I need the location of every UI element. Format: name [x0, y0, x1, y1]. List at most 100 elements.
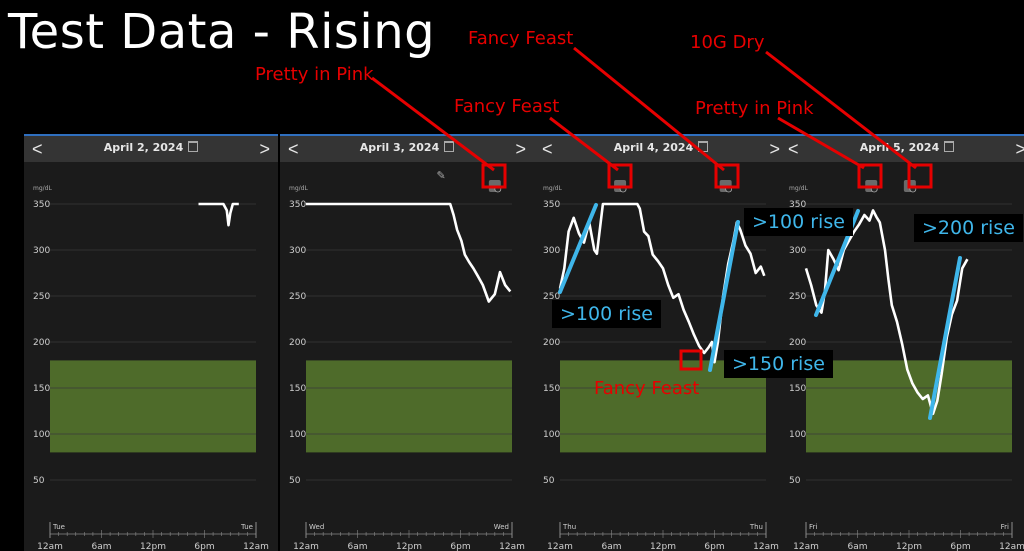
day-panel-apr2: < April 2, 2024 > mg/dL 350 300 250 200 150 10… [24, 134, 278, 551]
chevron-right-icon[interactable]: > [259, 139, 270, 159]
y-unit-label: mg/dL [543, 185, 562, 192]
glucose-chart: mg/dL 350 300 250 200 150 100 50 Wed Wed 12am 6am 12… [289, 169, 525, 551]
day-end-label: Wed [494, 523, 509, 531]
x-tick-label: 12am [243, 542, 269, 551]
x-tick-label: 6pm [950, 542, 970, 551]
meal-event-icon[interactable] [614, 180, 627, 193]
target-range-band [306, 360, 512, 453]
chevron-left-icon[interactable]: < [32, 139, 43, 159]
x-tick-label: 6am [601, 542, 621, 551]
day-label: Tue [52, 523, 65, 531]
meal-event-icon-badge [870, 185, 878, 193]
y-tick-label: 200 [789, 338, 806, 348]
y-tick-label: 200 [289, 338, 306, 348]
meal-event-icon[interactable] [719, 180, 733, 193]
glucose-trace [306, 202, 512, 303]
calendar-icon[interactable] [188, 141, 199, 152]
glucose-chart: mg/dL 350 300 250 200 150 100 50 Fri Fri 12am 6am 12… [789, 180, 1024, 551]
day-end-label: Fri [1001, 523, 1009, 531]
annotation-pretty-in-pink-1: Pretty in Pink [255, 64, 374, 85]
y-tick-label: 300 [289, 246, 306, 256]
x-tick-label: 12pm [896, 542, 922, 551]
annotation-pretty-in-pink-2: Pretty in Pink [695, 98, 814, 119]
x-tick-label: 12am [999, 542, 1024, 551]
slide-title: Test Data - Rising [8, 4, 436, 60]
rise-label-100-evening: >100 rise [744, 208, 853, 236]
x-tick-label: 12pm [140, 542, 166, 551]
x-tick-label: 12am [753, 542, 779, 551]
meal-event-icon-badge [619, 185, 627, 193]
glucose-chart: mg/dL 350 300 250 200 150 100 50 Tue Tue 12am 6am 12… [33, 185, 269, 551]
x-tick-label: 6am [91, 542, 111, 551]
annotation-10g-dry: 10G Dry [690, 32, 765, 53]
x-tick-label: 12pm [396, 542, 422, 551]
glucose-trace [198, 202, 239, 227]
day-label: Thu [562, 523, 576, 531]
y-tick-label: 150 [789, 384, 806, 394]
pencil-icon[interactable]: ✎ [436, 169, 445, 182]
panel-date: April 2, 2024 [103, 141, 184, 154]
y-tick-label: 150 [33, 384, 50, 394]
y-tick-label: 100 [789, 430, 806, 440]
x-tick-label: 12am [793, 542, 819, 551]
y-tick-label: 250 [789, 292, 806, 302]
y-tick-label: 300 [543, 246, 560, 256]
y-tick-label: 300 [789, 246, 806, 256]
rise-label-100-morning: >100 rise [552, 300, 661, 328]
glucose-chart: mg/dL 350 300 250 200 150 100 50 Thu Thu 12am 6am 12… [543, 180, 779, 551]
y-tick-label: 50 [289, 476, 301, 486]
day-label: Wed [309, 523, 324, 531]
y-tick-label: 50 [789, 476, 801, 486]
y-tick-label: 300 [33, 246, 50, 256]
chevron-right-icon[interactable]: > [515, 139, 526, 159]
day-label: Fri [809, 523, 817, 531]
y-tick-label: 200 [543, 338, 560, 348]
x-tick-label: 6am [847, 542, 867, 551]
meal-event-icon-badge [909, 185, 917, 193]
y-unit-label: mg/dL [33, 185, 52, 192]
meal-event-icon[interactable] [903, 180, 917, 193]
y-tick-label: 200 [33, 338, 50, 348]
annotation-fancy-feast-low: Fancy Feast [594, 378, 700, 399]
x-tick-label: 12pm [650, 542, 676, 551]
meal-event-icon[interactable] [488, 180, 502, 193]
x-tick-label: 12am [293, 542, 319, 551]
y-tick-label: 350 [289, 200, 306, 210]
annotation-fancy-feast-top: Fancy Feast [468, 28, 574, 49]
y-tick-label: 250 [543, 292, 560, 302]
x-tick-label: 12am [499, 542, 525, 551]
x-tick-label: 12am [547, 542, 573, 551]
x-tick-label: 6am [347, 542, 367, 551]
day-end-label: Tue [240, 523, 253, 531]
y-tick-label: 100 [33, 430, 50, 440]
x-tick-label: 6pm [450, 542, 470, 551]
x-tick-label: 6pm [704, 542, 724, 551]
chevron-right-icon[interactable]: > [1015, 139, 1024, 159]
rise-label-150: >150 rise [724, 350, 833, 378]
chevron-left-icon[interactable]: < [542, 139, 553, 159]
y-unit-label: mg/dL [289, 185, 308, 192]
y-tick-label: 350 [789, 200, 806, 210]
y-tick-label: 150 [289, 384, 306, 394]
day-panel-apr3: < April 3, 2024 > mg/dL 350 300 250 200 150 10… [280, 134, 534, 551]
y-tick-label: 50 [33, 476, 45, 486]
chevron-left-icon[interactable]: < [288, 139, 299, 159]
day-panel-apr5: < April 5, 2024 > mg/dL 350 300 250 200 150 10… [780, 134, 1024, 551]
y-tick-label: 250 [33, 292, 50, 302]
meal-event-icon[interactable] [865, 180, 878, 193]
target-range-band [50, 360, 256, 453]
y-tick-label: 250 [289, 292, 306, 302]
y-tick-label: 50 [543, 476, 555, 486]
calendar-icon[interactable] [944, 141, 955, 152]
y-tick-label: 350 [33, 200, 50, 210]
annotation-fancy-feast-1: Fancy Feast [454, 96, 560, 117]
y-tick-label: 100 [543, 430, 560, 440]
meal-event-icon-badge [725, 185, 733, 193]
rise-label-200: >200 rise [914, 214, 1023, 242]
y-tick-label: 350 [543, 200, 560, 210]
x-tick-label: 12am [37, 542, 63, 551]
y-tick-label: 150 [543, 384, 560, 394]
glucose-trace [558, 202, 766, 364]
day-panel-apr4: < April 4, 2024 > mg/dL 350 300 250 200 150 10… [534, 134, 788, 551]
y-unit-label: mg/dL [789, 185, 808, 192]
